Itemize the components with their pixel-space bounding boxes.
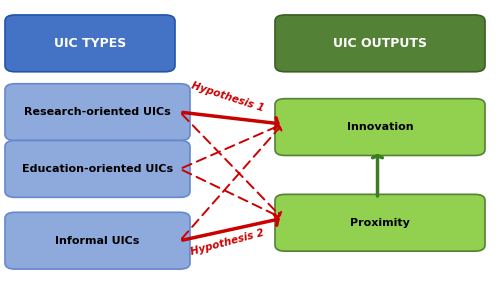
FancyBboxPatch shape <box>5 141 190 197</box>
Text: Hypothesis 2: Hypothesis 2 <box>190 228 266 257</box>
FancyBboxPatch shape <box>5 84 190 141</box>
Text: Innovation: Innovation <box>346 122 414 132</box>
Text: Proximity: Proximity <box>350 218 410 228</box>
Text: Informal UICs: Informal UICs <box>56 236 140 246</box>
Text: Education-oriented UICs: Education-oriented UICs <box>22 164 173 174</box>
Text: UIC OUTPUTS: UIC OUTPUTS <box>333 37 427 50</box>
FancyBboxPatch shape <box>275 194 485 251</box>
FancyBboxPatch shape <box>5 15 175 72</box>
FancyBboxPatch shape <box>5 212 190 269</box>
FancyBboxPatch shape <box>275 99 485 155</box>
Text: Hypothesis 1: Hypothesis 1 <box>190 81 265 114</box>
Text: Research-oriented UICs: Research-oriented UICs <box>24 107 171 117</box>
FancyBboxPatch shape <box>275 15 485 72</box>
Text: UIC TYPES: UIC TYPES <box>54 37 126 50</box>
